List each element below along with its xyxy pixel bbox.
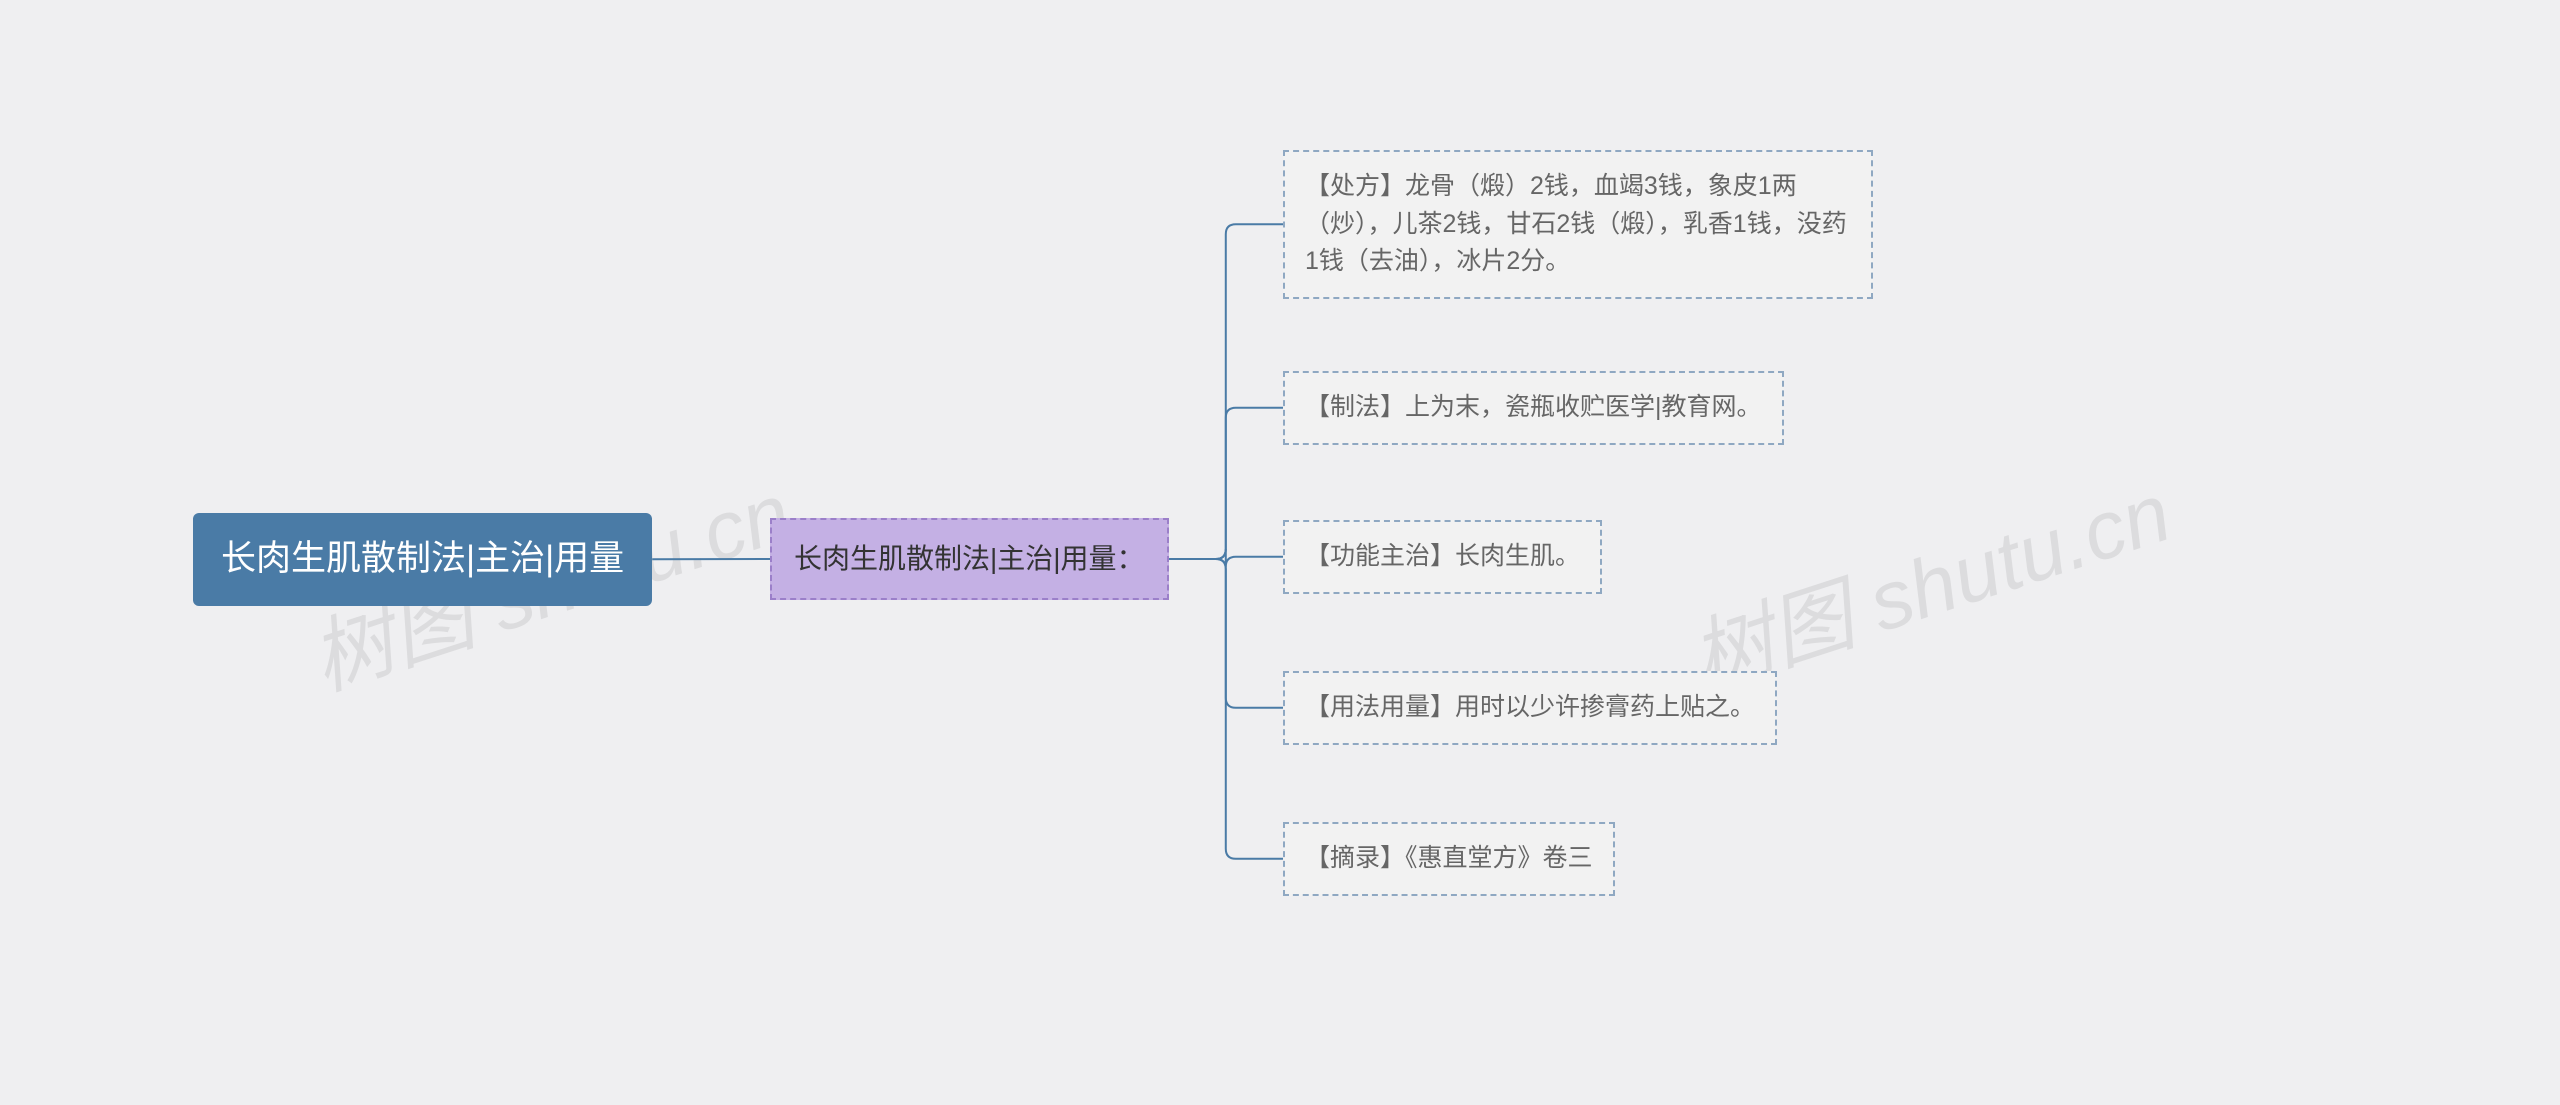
- mindmap-canvas: 树图 shutu.cn 树图 shutu.cn 长肉生肌散制法|主治|用量 长肉…: [0, 0, 2560, 1105]
- leaf-label: 【制法】上为末，瓷瓶收贮医学|教育网。: [1305, 389, 1762, 427]
- leaf-node-method[interactable]: 【制法】上为末，瓷瓶收贮医学|教育网。: [1283, 371, 1784, 445]
- sub-node[interactable]: 长肉生肌散制法|主治|用量：: [770, 518, 1169, 600]
- leaf-node-prescription[interactable]: 【处方】龙骨（煅）2钱，血竭3钱，象皮1两（炒），儿茶2钱，甘石2钱（煅），乳香…: [1283, 150, 1873, 299]
- leaf-label: 【功能主治】长肉生肌。: [1305, 538, 1580, 576]
- sub-node-label: 长肉生肌散制法|主治|用量：: [794, 538, 1145, 580]
- leaf-label: 【摘录】《惠直堂方》卷三: [1305, 840, 1593, 878]
- root-node-label: 长肉生肌散制法|主治|用量: [221, 533, 624, 586]
- root-node[interactable]: 长肉生肌散制法|主治|用量: [193, 513, 652, 606]
- leaf-node-excerpt[interactable]: 【摘录】《惠直堂方》卷三: [1283, 822, 1615, 896]
- leaf-label: 【用法用量】用时以少许掺膏药上贴之。: [1305, 689, 1755, 727]
- leaf-node-function[interactable]: 【功能主治】长肉生肌。: [1283, 520, 1602, 594]
- leaf-node-usage[interactable]: 【用法用量】用时以少许掺膏药上贴之。: [1283, 671, 1777, 745]
- leaf-label: 【处方】龙骨（煅）2钱，血竭3钱，象皮1两（炒），儿茶2钱，甘石2钱（煅），乳香…: [1305, 168, 1851, 281]
